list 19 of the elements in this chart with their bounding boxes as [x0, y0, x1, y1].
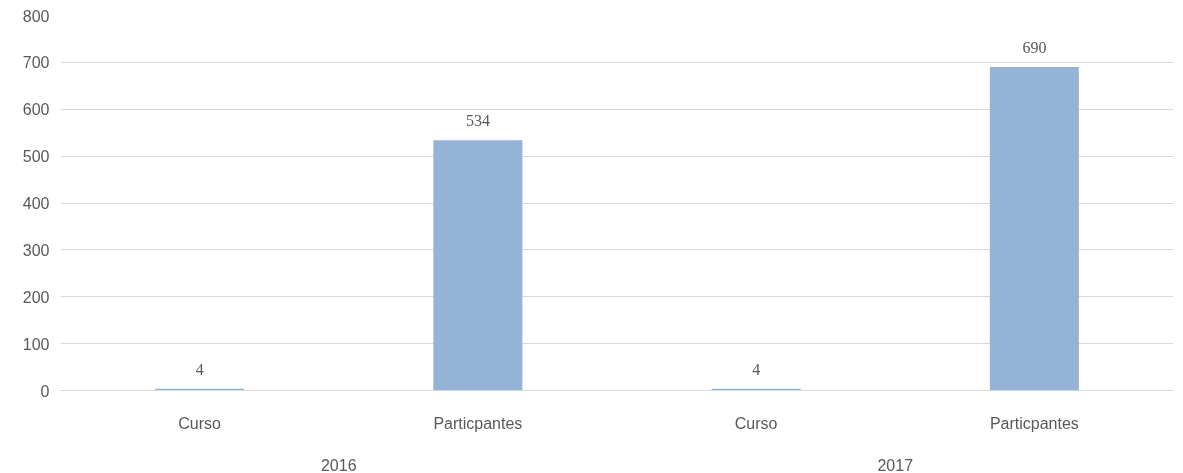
x-tick-label: Particpantes [433, 414, 523, 432]
y-tick-label: 700 [22, 54, 50, 72]
x-tick-label: Particpantes [989, 414, 1079, 432]
x-tick-label: Curso [178, 414, 222, 432]
y-tick-label: 600 [22, 101, 50, 119]
data-label: 534 [465, 112, 490, 130]
y-tick-label: 100 [22, 335, 50, 353]
y-tick-label: 200 [22, 288, 50, 306]
data-label: 690 [1022, 39, 1047, 57]
y-tick-label: 800 [22, 7, 50, 25]
data-label: 4 [752, 360, 761, 378]
x-tick-label: Curso [734, 414, 778, 432]
y-tick-label: 0 [40, 382, 50, 400]
text: 2017 [877, 456, 914, 473]
text: 2016 [320, 456, 357, 473]
y-tick-label: 400 [22, 195, 50, 212]
data-label: 4 [195, 360, 204, 378]
y-tick-label: 500 [22, 148, 50, 166]
y-tick-label: 300 [22, 241, 50, 259]
